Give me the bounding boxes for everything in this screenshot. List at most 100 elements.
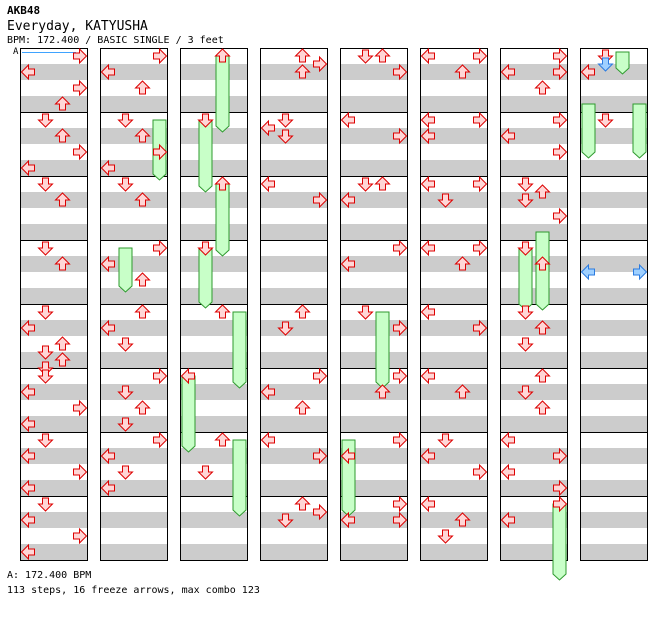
step-arrow <box>100 447 115 465</box>
beat-stripe <box>340 512 408 528</box>
beat-stripe <box>100 256 168 272</box>
step-arrow <box>214 176 231 191</box>
beat-stripe <box>180 96 248 112</box>
step-arrow <box>374 48 391 63</box>
beat-stripe <box>340 64 408 80</box>
step-arrow <box>100 159 115 177</box>
step-arrow <box>117 113 134 128</box>
beat-stripe <box>180 224 248 240</box>
step-arrow <box>153 239 168 257</box>
step-arrow <box>277 113 294 128</box>
step-arrow <box>500 127 515 145</box>
beat-stripe <box>20 352 88 368</box>
beat-stripe <box>100 480 168 496</box>
step-arrow <box>277 129 294 144</box>
beat-stripe <box>340 160 408 176</box>
beat-stripe <box>500 96 568 112</box>
beat-stripe <box>100 224 168 240</box>
step-arrow <box>313 191 328 209</box>
beat-stripe <box>340 128 408 144</box>
chart-column <box>420 48 488 561</box>
footer-bpm: A: 172.400 BPM <box>7 570 92 581</box>
step-arrow <box>54 352 71 367</box>
beat-stripe <box>420 64 488 80</box>
step-arrow <box>313 55 328 73</box>
beat-stripe <box>500 544 568 560</box>
beat-stripe <box>500 320 568 336</box>
step-arrow <box>153 143 168 161</box>
step-arrow <box>153 367 168 385</box>
step-arrow <box>393 63 408 81</box>
beat-stripe <box>100 384 168 400</box>
step-arrow <box>73 47 88 65</box>
step-arrow <box>20 383 35 401</box>
step-arrow <box>37 497 54 512</box>
beat-stripe <box>180 352 248 368</box>
beat-stripe <box>180 320 248 336</box>
step-arrow <box>73 527 88 545</box>
beat-stripe <box>20 320 88 336</box>
chart-column <box>20 48 88 561</box>
step-arrow <box>20 543 35 561</box>
step-arrow <box>294 304 311 319</box>
beat-stripe <box>580 480 648 496</box>
freeze-arrow-tail <box>552 503 567 581</box>
step-arrow <box>437 529 454 544</box>
step-arrow <box>517 337 534 352</box>
bpm-marker-line <box>22 52 76 53</box>
step-arrow <box>517 305 534 320</box>
beat-stripe <box>500 448 568 464</box>
step-arrow <box>20 511 35 529</box>
shock-arrow <box>597 57 614 72</box>
step-arrow <box>153 431 168 449</box>
shock-arrow <box>580 263 595 281</box>
step-arrow <box>393 127 408 145</box>
step-arrow <box>393 511 408 529</box>
step-arrow <box>534 256 551 271</box>
step-arrow <box>553 479 568 497</box>
step-arrow <box>37 177 54 192</box>
step-arrow <box>20 479 35 497</box>
step-arrow <box>553 495 568 513</box>
beat-stripe <box>340 480 408 496</box>
step-arrow <box>134 400 151 415</box>
freeze-arrow-tail <box>232 311 247 389</box>
step-arrow <box>73 79 88 97</box>
step-arrow <box>374 176 391 191</box>
beat-stripe <box>20 96 88 112</box>
bpm-marker: A <box>13 47 19 57</box>
step-arrow <box>500 63 515 81</box>
step-arrow <box>134 192 151 207</box>
beat-stripe <box>180 416 248 432</box>
step-arrow <box>214 432 231 447</box>
step-arrow <box>313 367 328 385</box>
beat-stripe <box>180 128 248 144</box>
step-arrow <box>553 47 568 65</box>
step-arrow <box>54 192 71 207</box>
step-arrow <box>393 495 408 513</box>
freeze-arrow-tail <box>118 247 133 293</box>
column-frame <box>500 48 568 561</box>
step-arrow <box>260 383 275 401</box>
beat-stripe <box>500 192 568 208</box>
step-arrow <box>54 256 71 271</box>
beat-stripe <box>500 416 568 432</box>
beat-stripe <box>100 512 168 528</box>
step-arrow <box>73 399 88 417</box>
freeze-arrow-tail <box>232 439 247 517</box>
beat-stripe <box>340 224 408 240</box>
step-arrow <box>260 175 275 193</box>
freeze-arrow-tail <box>198 119 213 193</box>
beat-stripe <box>500 64 568 80</box>
beat-stripe <box>580 448 648 464</box>
beat-stripe <box>500 160 568 176</box>
beat-stripe <box>260 160 328 176</box>
step-arrow <box>340 511 355 529</box>
beat-stripe <box>340 256 408 272</box>
beat-stripe <box>100 128 168 144</box>
step-arrow <box>517 385 534 400</box>
beat-stripe <box>340 352 408 368</box>
step-arrow <box>20 319 35 337</box>
step-arrow <box>54 96 71 111</box>
